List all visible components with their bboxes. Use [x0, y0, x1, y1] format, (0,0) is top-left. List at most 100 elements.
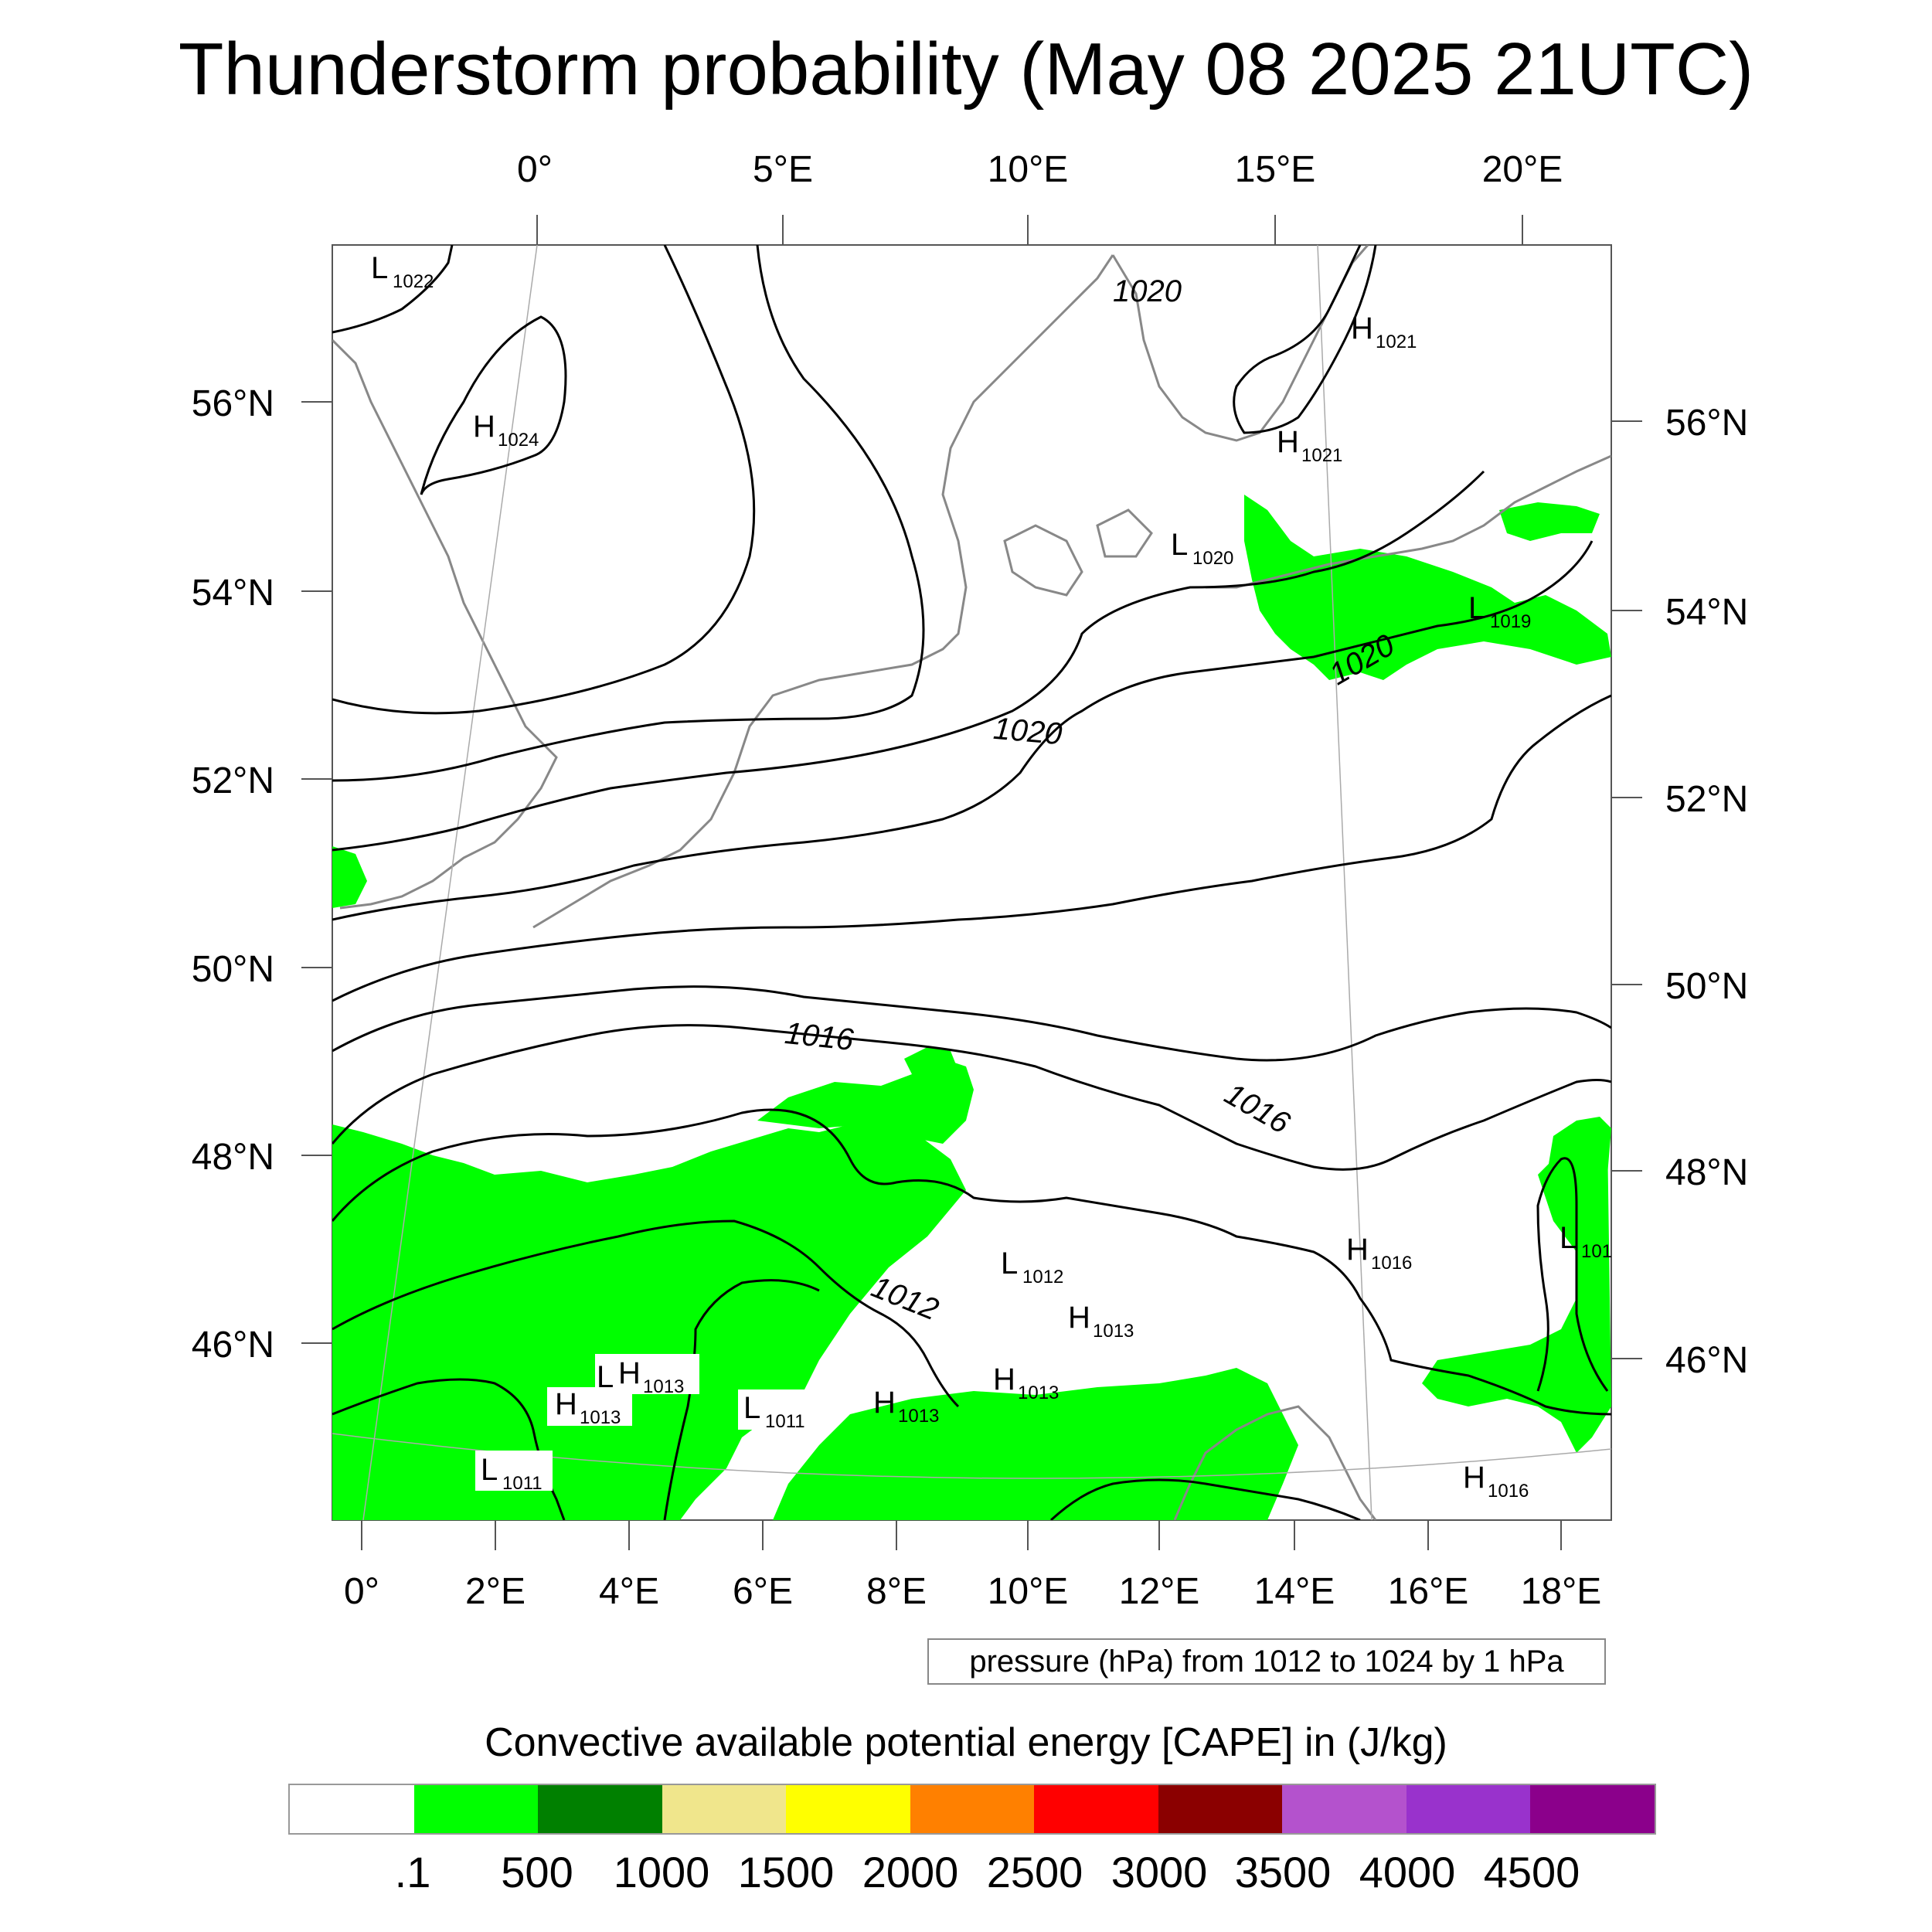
center-value: 1016	[1371, 1253, 1412, 1274]
center-letter: H	[1463, 1461, 1485, 1495]
colorbar-segment	[786, 1785, 910, 1833]
center-letter: H	[993, 1362, 1015, 1396]
colorbar-segment	[1406, 1785, 1531, 1833]
bottom-longitude-labels: 0° 2°E 4°E 6°E 8°E 10°E 12°E 14°E 16°E 1…	[344, 1571, 1601, 1612]
left-lat-label: 52°N	[192, 760, 274, 801]
colorbar-segment	[910, 1785, 1035, 1833]
center-letter: H	[1346, 1233, 1369, 1267]
colorbar-label: 1500	[737, 1848, 835, 1896]
britain-east-coast	[332, 338, 558, 910]
colorbar	[288, 1784, 1656, 1835]
cape-area-baltic	[1244, 495, 1611, 680]
pressure-center: L 1011	[743, 1391, 805, 1432]
isobar-16	[1233, 245, 1377, 434]
cape-area-channel	[332, 846, 367, 908]
center-letter: L	[597, 1360, 614, 1394]
isobar-label: 1020	[992, 712, 1063, 752]
right-latitude-labels: 56°N 54°N 52°N 50°N 48°N 46°N	[1665, 403, 1748, 1381]
pressure-center: L 1020	[1171, 528, 1233, 569]
center-letter: L	[1468, 591, 1485, 625]
cape-area-south-germany	[904, 1047, 958, 1078]
label-backing	[595, 1354, 699, 1394]
cape-area-southwest	[332, 1121, 966, 1520]
bottom-lon-label: 8°E	[866, 1571, 927, 1612]
bottom-lon-label: 16°E	[1388, 1571, 1469, 1612]
pressure-center: H 1016	[1346, 1233, 1412, 1274]
coastlines	[332, 245, 1611, 1520]
bottom-lon-label: 2°E	[465, 1571, 526, 1612]
pressure-center: H 1013	[993, 1362, 1059, 1403]
top-longitude-labels: 0° 5°E 10°E 15°E 20°E	[517, 149, 1563, 190]
colorbar-segment	[1158, 1785, 1283, 1833]
colorbar-segment	[538, 1785, 662, 1833]
colorbar-label: 4500	[1483, 1848, 1580, 1896]
left-lat-label: 56°N	[192, 383, 274, 424]
adriatic-coast	[1173, 1405, 1377, 1520]
colorbar-segment	[1034, 1785, 1158, 1833]
pressure-center: H 1013	[555, 1387, 621, 1428]
meridian-0	[362, 245, 538, 1520]
colorbar-label: 2000	[862, 1848, 959, 1896]
bottom-lon-label: 6°E	[733, 1571, 793, 1612]
cape-area-east	[1422, 1136, 1611, 1453]
isobar-8	[332, 985, 1611, 1062]
center-letter: H	[873, 1386, 896, 1420]
chart-title: Thunderstorm probability (May 08 2025 21…	[178, 28, 1754, 111]
center-letter: L	[1001, 1247, 1018, 1281]
pressure-center: L 1011	[481, 1453, 543, 1494]
isobars	[332, 245, 1611, 1520]
cape-area-france-north	[757, 1059, 974, 1144]
right-lat-label: 48°N	[1665, 1152, 1748, 1193]
isobar-7	[332, 694, 1611, 1002]
pressure-center: L	[597, 1360, 614, 1394]
center-letter: H	[555, 1387, 577, 1421]
colorbar-segment	[662, 1785, 787, 1833]
colorbar-title: Convective available potential energy [C…	[485, 1720, 1447, 1765]
left-lat-label: 46°N	[192, 1325, 274, 1366]
right-lat-label: 56°N	[1665, 403, 1748, 444]
center-letter: H	[473, 410, 495, 444]
left-latitude-labels: 56°N 54°N 52°N 50°N 48°N 46°N	[192, 383, 274, 1366]
bottom-lon-label: 10°E	[988, 1571, 1069, 1612]
colorbar-label: 3500	[1234, 1848, 1332, 1896]
right-lat-label: 46°N	[1665, 1340, 1748, 1381]
pressure-center: H 1024	[473, 410, 539, 451]
center-letter: L	[371, 251, 388, 285]
isobar-6	[332, 540, 1594, 921]
isobar-label: 1020	[1113, 274, 1182, 308]
continent-coast	[532, 254, 1114, 929]
colorbar-label: 1000	[613, 1848, 710, 1896]
colorbar-label: 500	[501, 1848, 573, 1896]
isobar-10	[332, 1108, 1611, 1416]
colorbar-label: 4000	[1359, 1848, 1456, 1896]
isobar-1	[332, 245, 454, 334]
right-lat-label: 54°N	[1665, 592, 1748, 633]
isobar-5	[332, 470, 1485, 852]
pressure-center: H 1021	[1277, 425, 1342, 466]
denmark-islands	[1003, 509, 1153, 597]
isobar-4	[332, 245, 925, 782]
pressure-center: H 1016	[1463, 1461, 1529, 1502]
cape-area-carpathia	[1546, 1117, 1611, 1206]
right-lat-label: 50°N	[1665, 966, 1748, 1007]
right-lat-label: 52°N	[1665, 779, 1748, 820]
isobar-9	[332, 1024, 1611, 1171]
bottom-lon-label: 12°E	[1119, 1571, 1200, 1612]
colorbar-segment	[413, 1785, 539, 1833]
left-lat-label: 48°N	[192, 1137, 274, 1178]
center-value: 101	[1581, 1241, 1612, 1262]
pressure-center: H 1013	[618, 1356, 684, 1397]
pressure-center: H 1013	[873, 1386, 939, 1427]
pressure-note: pressure (hPa) from 1012 to 1024 by 1 hP…	[927, 1638, 1606, 1685]
isobar-11	[332, 1219, 960, 1408]
isobar-3	[332, 245, 756, 715]
baltic-south-coast	[1206, 454, 1611, 589]
bottom-lon-label: 14°E	[1254, 1571, 1335, 1612]
center-value: 1019	[1490, 611, 1531, 632]
center-letter: H	[1068, 1301, 1090, 1335]
center-value: 1013	[1018, 1383, 1059, 1403]
center-value: 1011	[765, 1411, 805, 1432]
bottom-lon-label: 0°	[344, 1571, 379, 1612]
meridian-15e	[1317, 245, 1372, 1520]
